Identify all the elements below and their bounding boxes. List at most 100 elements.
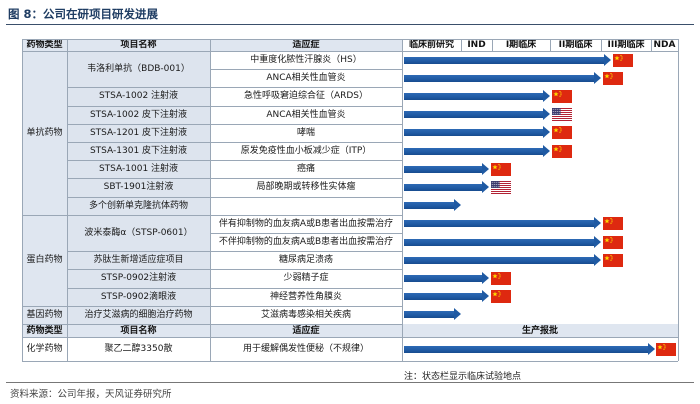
project-name: 波米泰酶α（STSP-0601） (67, 214, 210, 252)
drug-type-cell: 蛋白药物 (22, 214, 67, 306)
grid-line (22, 51, 678, 52)
header-indication: 适应症 (210, 39, 402, 51)
china-flag-icon (603, 217, 623, 231)
us-flag-icon (552, 108, 572, 122)
indication-cell: 哮喘 (296, 127, 315, 138)
chem-header-name: 项目名称 (67, 324, 210, 337)
project-name: STSA-1001 注射液 (67, 160, 210, 179)
chem-header-indication: 适应症 (210, 324, 402, 337)
header-phase: II期临床 (558, 40, 593, 50)
grid-line (22, 39, 23, 361)
progress-bar (404, 199, 461, 212)
progress-bar (404, 71, 601, 84)
grid-line (402, 39, 403, 361)
grid-line (67, 123, 402, 125)
indication-cell: 伴有抑制物的血友病A或B患者出血按需治疗 (218, 218, 394, 229)
progress-bar (404, 253, 601, 266)
project-name: 苏肽生新增适应症项目 (67, 251, 210, 270)
progress-bar (404, 108, 550, 121)
table-top-border (22, 39, 678, 40)
table-bottom-border (22, 361, 678, 362)
figure-title: 图 8：公司在研项目研发进展 (8, 7, 159, 21)
grid-line (601, 39, 602, 51)
drug-type-cell: 单抗药物 (22, 51, 67, 215)
progress-bar (404, 290, 489, 303)
project-name: STSP-0902滴眼液 (67, 287, 210, 306)
grid-line (67, 142, 402, 143)
indication-cell: ANCA相关性血管炎 (266, 109, 346, 120)
grid-line (67, 178, 402, 180)
project-name: 韦洛利单抗（BDB-001） (67, 51, 210, 88)
progress-bar (404, 162, 489, 175)
project-name: 聚乙二醇3350散 (104, 344, 173, 354)
progress-bar (404, 53, 611, 66)
grid-line (22, 214, 402, 216)
progress-bar (404, 217, 601, 230)
progress-bar (404, 181, 489, 193)
grid-line (67, 160, 402, 162)
china-flag-icon (490, 290, 511, 304)
indication-cell: 少弱精子症 (283, 273, 329, 284)
project-name: 治疗艾滋病的细胞治疗药物 (67, 305, 210, 324)
project-name: SBT-1901注射液 (67, 178, 210, 197)
china-flag-icon (603, 253, 623, 267)
project-name: STSA-1201 皮下注射液 (67, 123, 210, 142)
indication-cell: 不伴抑制物的血友病A或B患者出血按需治疗 (218, 237, 394, 248)
china-flag-icon (603, 235, 623, 249)
project-name: STSA-1002 注射液 (67, 87, 210, 106)
grid-line (67, 87, 402, 89)
indication-cell: 糖尿病足溃疡 (278, 255, 333, 266)
grid-line (550, 39, 551, 51)
grid-line (67, 251, 402, 253)
indication-cell: 原发免疫性血小板减少症（ITP） (240, 146, 372, 157)
header-name: 项目名称 (67, 39, 210, 51)
grid-line (22, 324, 402, 325)
progress-bar (404, 235, 601, 248)
progress-bar (404, 308, 461, 321)
grid-line (651, 39, 652, 51)
footnote: 注：状态栏显示临床试验地点 (404, 372, 522, 382)
china-flag-icon (490, 272, 511, 285)
grid-line (678, 39, 679, 361)
grid-line (22, 305, 402, 307)
indication-cell: 癌痛 (296, 164, 315, 175)
china-flag-icon (656, 342, 676, 356)
grid-line (67, 287, 402, 289)
indication-cell: 神经营养性角膜炎 (269, 291, 342, 302)
us-flag-icon (490, 181, 511, 194)
grid-line (210, 233, 402, 234)
title-rule (6, 24, 694, 25)
progress-bar (404, 272, 489, 284)
grid-line (492, 39, 493, 51)
progress-bar (404, 144, 550, 157)
grid-line (67, 39, 68, 361)
indication-cell: ANCA相关性血管炎 (266, 73, 346, 84)
indication-cell (210, 197, 402, 215)
drug-type-cell: 基因药物 (22, 305, 67, 324)
project-name: STSP-0902注射液 (67, 269, 210, 288)
grid-line (22, 337, 678, 338)
progress-bar (404, 342, 655, 355)
project-name: STSA-1002 皮下注射液 (67, 105, 210, 124)
project-name: STSA-1301 皮下注射液 (67, 142, 210, 161)
china-flag-icon (552, 144, 572, 158)
header-phase: IND (467, 40, 486, 50)
china-flag-icon (552, 90, 572, 103)
grid-line (67, 105, 402, 107)
indication-cell: 中重度化脓性汗腺炎（HS） (250, 55, 362, 66)
indication-cell: 急性呼吸窘迫综合征（ARDS） (243, 91, 369, 102)
china-flag-icon (613, 53, 633, 67)
drug-type-cell: 化学药物 (26, 344, 63, 354)
header-phase: III期临床 (607, 40, 645, 50)
indication-cell: 用于缓解偶发性便秘（不规律） (242, 344, 369, 354)
grid-line (210, 39, 211, 361)
china-flag-icon (552, 126, 572, 140)
progress-bar (404, 90, 550, 102)
bottom-rule (6, 382, 694, 383)
grid-line (67, 269, 402, 271)
header-type: 药物类型 (22, 39, 67, 51)
indication-cell: 艾滋病毒感染相关疾病 (260, 309, 351, 320)
china-flag-icon (490, 162, 511, 176)
source-note: 资料来源：公司年报，天风证券研究所 (10, 389, 172, 400)
project-name: 多个创新单克隆抗体药物 (67, 196, 210, 215)
